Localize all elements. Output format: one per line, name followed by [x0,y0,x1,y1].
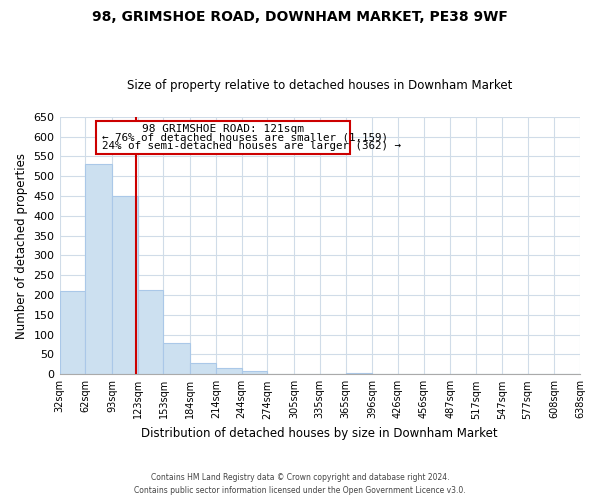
Text: 98, GRIMSHOE ROAD, DOWNHAM MARKET, PE38 9WF: 98, GRIMSHOE ROAD, DOWNHAM MARKET, PE38 … [92,10,508,24]
X-axis label: Distribution of detached houses by size in Downham Market: Distribution of detached houses by size … [142,427,498,440]
Text: 24% of semi-detached houses are larger (362) →: 24% of semi-detached houses are larger (… [101,142,401,152]
Bar [346,373,372,374]
Text: 98 GRIMSHOE ROAD: 121sqm: 98 GRIMSHOE ROAD: 121sqm [142,124,304,134]
Text: Contains HM Land Registry data © Crown copyright and database right 2024.
Contai: Contains HM Land Registry data © Crown c… [134,473,466,495]
Bar [59,291,85,374]
FancyBboxPatch shape [97,120,350,154]
Title: Size of property relative to detached houses in Downham Market: Size of property relative to detached ho… [127,79,512,92]
Bar [216,368,242,374]
Bar [242,370,268,374]
Text: ← 76% of detached houses are smaller (1,159): ← 76% of detached houses are smaller (1,… [101,132,388,142]
Bar [85,164,112,374]
Bar [163,343,190,374]
Bar [137,290,163,374]
Bar [112,196,137,374]
Y-axis label: Number of detached properties: Number of detached properties [15,152,28,338]
Bar [190,363,216,374]
